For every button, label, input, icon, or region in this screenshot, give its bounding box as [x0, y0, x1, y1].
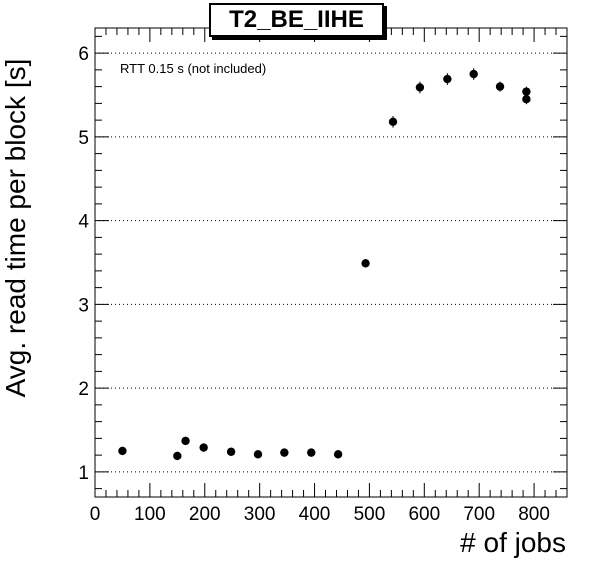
- plot-frame: [94, 27, 568, 498]
- y-tick-label: 3: [78, 295, 89, 316]
- y-tick-label: 1: [78, 463, 89, 484]
- data-point: [388, 117, 398, 127]
- data-point: [280, 448, 289, 457]
- data-point: [415, 83, 425, 92]
- data-point: [443, 74, 452, 84]
- data-point: [307, 448, 316, 457]
- x-tick-label: 600: [408, 504, 440, 525]
- y-tick-label: 2: [78, 379, 89, 400]
- data-point: [522, 94, 531, 104]
- x-tick-label: 300: [244, 504, 276, 525]
- axis-ticks: [94, 28, 567, 497]
- gridlines: [95, 52, 567, 473]
- data-points: [118, 68, 531, 461]
- rtt-annotation: RTT 0.15 s (not included): [120, 61, 267, 76]
- y-tick-label: 6: [78, 44, 89, 65]
- data-point: [333, 450, 343, 459]
- data-point: [118, 446, 127, 456]
- y-axis-label: Avg. read time per block [s]: [0, 58, 31, 398]
- chart-title: T2_BE_IIHE: [209, 3, 384, 37]
- x-tick-label: 500: [354, 504, 386, 525]
- data-point: [199, 443, 208, 452]
- data-point: [173, 451, 182, 461]
- data-point: [522, 87, 531, 96]
- x-tick-label: 200: [189, 504, 221, 525]
- x-tick-label: 800: [518, 504, 550, 525]
- y-tick-label: 5: [78, 128, 89, 149]
- tick-labels: 1 2 3 4 5 6 0 100 200 300 400 500 600 700 800: [78, 44, 549, 525]
- data-point: [361, 259, 370, 268]
- data-point: [495, 82, 505, 91]
- data-point: [181, 436, 190, 446]
- x-tick-label: 0: [90, 504, 101, 525]
- data-point: [226, 447, 236, 456]
- x-tick-label: 400: [299, 504, 331, 525]
- data-point: [253, 450, 263, 459]
- x-tick-label: 700: [463, 504, 495, 525]
- y-tick-label: 4: [78, 212, 89, 233]
- x-axis-label: # of jobs: [460, 527, 566, 558]
- x-tick-label: 100: [134, 504, 166, 525]
- data-point: [469, 69, 478, 79]
